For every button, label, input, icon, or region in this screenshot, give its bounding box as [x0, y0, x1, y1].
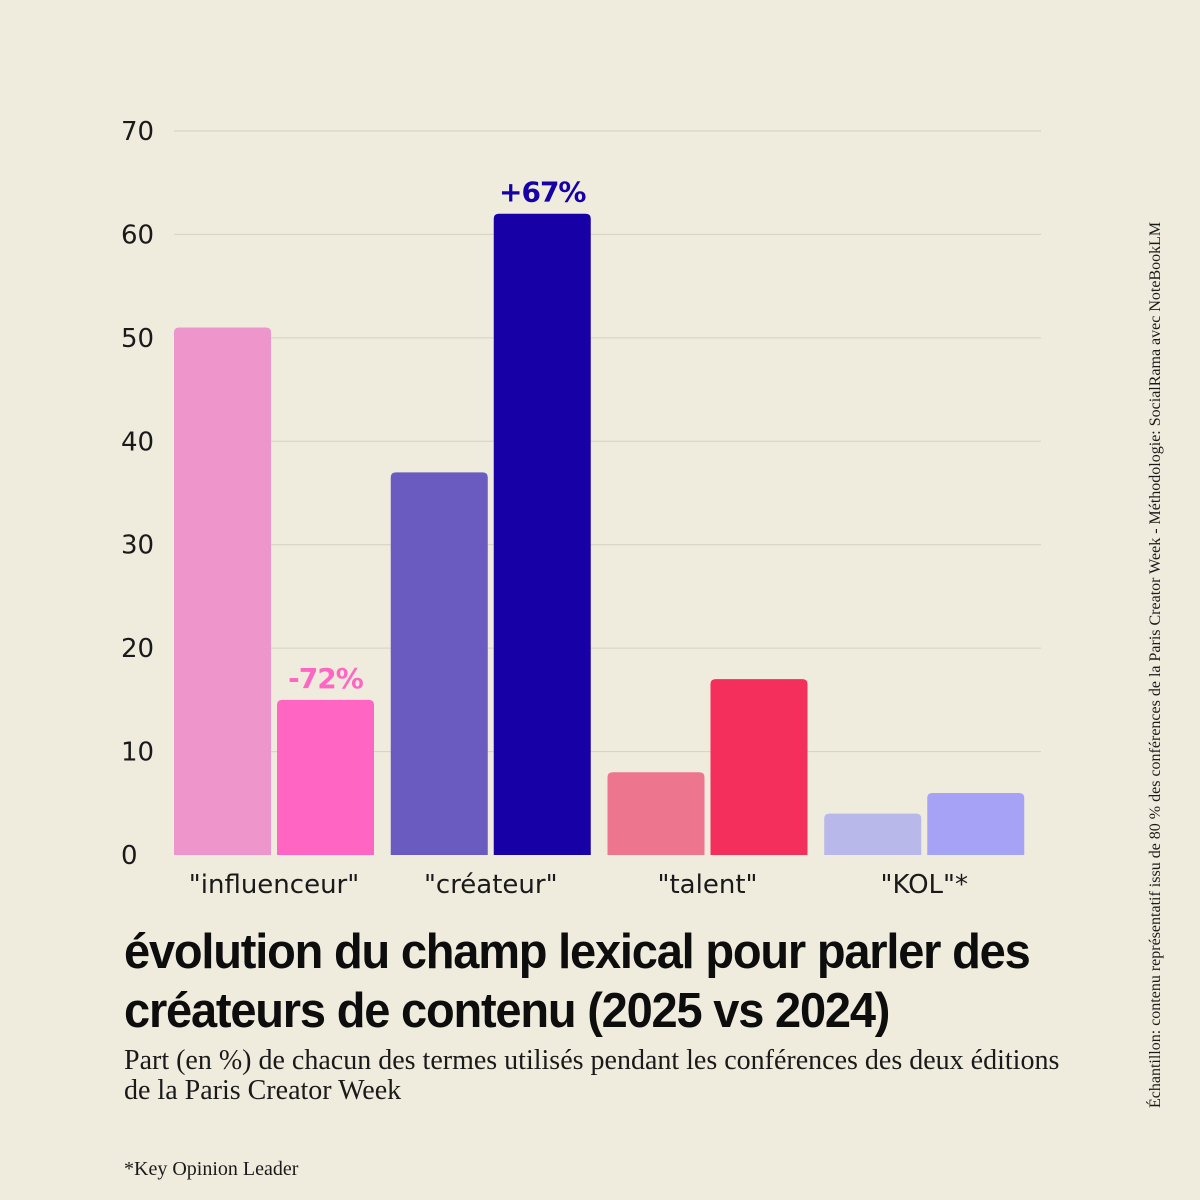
bar-2-1 [710, 679, 808, 855]
bar-0-0 [174, 327, 271, 855]
category-label: "talent" [658, 870, 758, 900]
bar-chart: 0 10 20 30 40 50 60 70 -72% +67% "influenceur" "c… [121, 117, 1041, 900]
category-label: "créateur" [424, 870, 558, 900]
category-labels: "influenceur" "créateur" "talent" "KOL"* [189, 870, 968, 900]
change-label: +67% [499, 176, 586, 209]
bar-1-1 [493, 213, 591, 855]
bars [174, 213, 1025, 855]
change-labels: -72% +67% [288, 176, 587, 695]
chart-subtitle: Part (en %) de chacun des termes utilisé… [124, 1045, 1060, 1106]
y-axis-ticks: 0 10 20 30 40 50 60 70 [121, 117, 154, 871]
y-tick-label: 60 [121, 220, 154, 250]
category-label: "KOL"* [881, 870, 969, 900]
y-tick-label: 70 [121, 117, 154, 147]
y-tick-label: 0 [121, 841, 138, 871]
source-note: Échantillon: contenu représentatif issu … [1147, 221, 1164, 1108]
change-label: -72% [288, 662, 364, 695]
y-tick-label: 10 [121, 738, 154, 768]
bar-1-0 [390, 472, 488, 855]
gridlines [174, 130, 1041, 753]
category-label: "influenceur" [189, 870, 359, 900]
bar-3-1 [927, 792, 1025, 855]
y-tick-label: 50 [121, 324, 154, 354]
y-tick-label: 20 [121, 634, 154, 664]
y-tick-label: 30 [121, 531, 154, 561]
footnote: *Key Opinion Leader [124, 1158, 299, 1180]
chart-title: évolution du champ lexical pour parler d… [124, 923, 1031, 1038]
bar-3-0 [824, 813, 922, 855]
bar-2-0 [607, 772, 705, 855]
y-tick-label: 40 [121, 427, 154, 457]
bar-0-1 [277, 699, 374, 855]
